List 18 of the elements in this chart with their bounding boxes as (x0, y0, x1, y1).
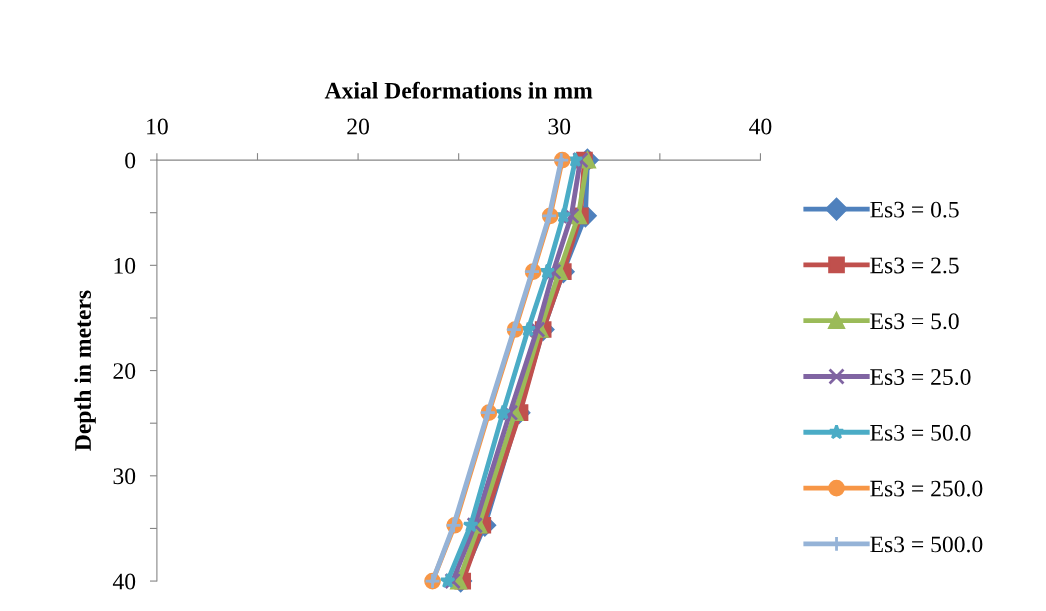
y-tick-label: 40 (112, 573, 136, 590)
legend-label: Es3 = 50.0 (870, 424, 971, 441)
legend-label: Es3 = 0.5 (870, 201, 959, 218)
x-axis-title: Axial Deformations in mm (324, 81, 593, 99)
y-tick-label: 10 (114, 257, 136, 274)
legend-label: Es3 = 2.5 (870, 257, 959, 274)
y-tick-label: 30 (113, 468, 136, 485)
legend-label: Es3 = 500.0 (870, 536, 983, 553)
x-tick-label: 10 (147, 118, 168, 135)
legend-label: Es3 = 5.0 (870, 313, 959, 330)
x-tick-label: 40 (749, 118, 772, 135)
legend-label: Es3 = 250.0 (870, 480, 983, 497)
legend-label: Es3 = 25.0 (870, 369, 971, 386)
y-tick-label: 0 (125, 152, 136, 169)
x-tick-label: 20 (347, 118, 369, 135)
y-tick-label: 20 (113, 363, 136, 379)
y-axis-title: Depth in meters (74, 290, 96, 451)
x-tick-label: 30 (548, 118, 571, 135)
